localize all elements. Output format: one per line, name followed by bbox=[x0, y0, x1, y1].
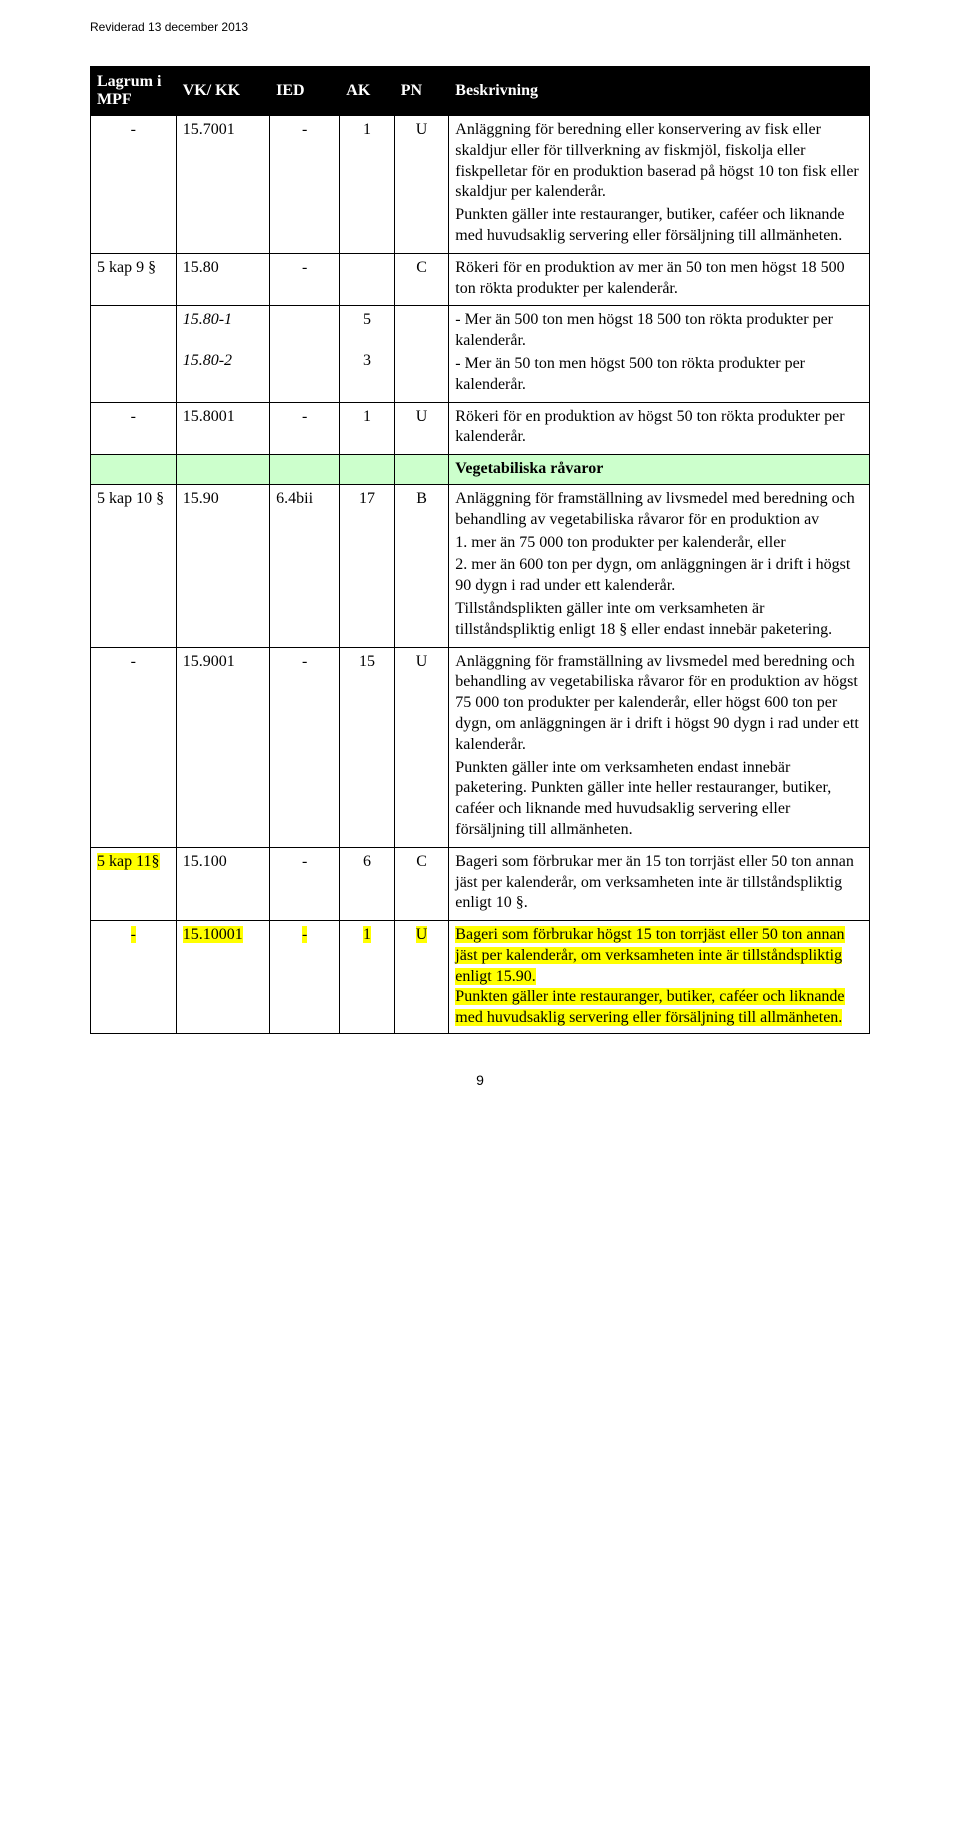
cell-pn: B bbox=[394, 484, 449, 647]
cell-ied: - bbox=[270, 647, 340, 847]
cell-lagrum: - bbox=[91, 116, 177, 254]
highlighted-text: Punkten gäller inte restauranger, butike… bbox=[455, 988, 844, 1026]
cell-pn bbox=[394, 306, 449, 402]
cell-ak: 1 bbox=[340, 116, 395, 254]
cell-besk: Rökeri för en produktion av mer än 50 to… bbox=[449, 253, 870, 306]
besk-text: - Mer än 500 ton men högst 18 500 ton rö… bbox=[455, 310, 863, 352]
page-number: 9 bbox=[90, 1072, 870, 1088]
cell-ak: 6 bbox=[340, 847, 395, 920]
cell-vkkk: 15.10001 bbox=[176, 921, 269, 1034]
cell-pn bbox=[394, 455, 449, 485]
cell-ied: - bbox=[270, 116, 340, 254]
cell-ied: - bbox=[270, 402, 340, 455]
besk-text: 2. mer än 600 ton per dygn, om anläggnin… bbox=[455, 555, 863, 597]
cell-pn: C bbox=[394, 847, 449, 920]
cell-lagrum: 5 kap 9 § bbox=[91, 253, 177, 306]
besk-text: Rökeri för en produktion av högst 50 ton… bbox=[455, 407, 863, 449]
cell-ied: - bbox=[270, 921, 340, 1034]
cell-lagrum: - bbox=[91, 402, 177, 455]
cell-ak: 1 bbox=[340, 402, 395, 455]
th-ied: IED bbox=[270, 67, 340, 116]
cell-besk: Bageri som förbrukar mer än 15 ton torrj… bbox=[449, 847, 870, 920]
besk-text: Anläggning för beredning eller konserver… bbox=[455, 120, 863, 203]
cell-ak: 1 bbox=[340, 921, 395, 1034]
cell-ak: 15 bbox=[340, 647, 395, 847]
besk-text: Tillståndsplikten gäller inte om verksam… bbox=[455, 599, 863, 641]
vkkk-sub: 15.80-1 bbox=[183, 310, 263, 331]
besk-text: Punkten gäller inte restauranger, butike… bbox=[455, 205, 863, 247]
table-row: - 15.8001 - 1 U Rökeri för en produktion… bbox=[91, 402, 870, 455]
cell-pn: U bbox=[394, 921, 449, 1034]
table-row: - 15.10001 - 1 U Bageri som förbrukar hö… bbox=[91, 921, 870, 1034]
th-besk: Beskrivning bbox=[449, 67, 870, 116]
cell-besk: - Mer än 500 ton men högst 18 500 ton rö… bbox=[449, 306, 870, 402]
cell-ied: 6.4bii bbox=[270, 484, 340, 647]
revision-header: Reviderad 13 december 2013 bbox=[90, 20, 870, 34]
cell-besk: Vegetabiliska råvaror bbox=[449, 455, 870, 485]
th-ak: AK bbox=[340, 67, 395, 116]
cell-besk: Anläggning för beredning eller konserver… bbox=[449, 116, 870, 254]
cell-besk: Bageri som förbrukar högst 15 ton torrjä… bbox=[449, 921, 870, 1034]
besk-text: Bageri som förbrukar mer än 15 ton torrj… bbox=[455, 852, 863, 914]
cell-ied: - bbox=[270, 847, 340, 920]
vkkk-sub: 15.80-2 bbox=[183, 351, 263, 372]
cell-pn: C bbox=[394, 253, 449, 306]
besk-text: Punkten gäller inte om verksamheten enda… bbox=[455, 758, 863, 841]
cell-lagrum: - bbox=[91, 647, 177, 847]
cell-vkkk: 15.8001 bbox=[176, 402, 269, 455]
page: Reviderad 13 december 2013 Lagrum i MPF … bbox=[0, 0, 960, 1128]
besk-text: 1. mer än 75 000 ton produkter per kalen… bbox=[455, 533, 863, 554]
main-table: Lagrum i MPF VK/ KK IED AK PN Beskrivnin… bbox=[90, 66, 870, 1034]
table-row: - 15.7001 - 1 U Anläggning för beredning… bbox=[91, 116, 870, 254]
th-lagrum: Lagrum i MPF bbox=[91, 67, 177, 116]
cell-ak bbox=[340, 253, 395, 306]
cell-ak: 17 bbox=[340, 484, 395, 647]
table-header: Lagrum i MPF VK/ KK IED AK PN Beskrivnin… bbox=[91, 67, 870, 116]
highlighted-text: - bbox=[302, 926, 307, 943]
cell-besk: Rökeri för en produktion av högst 50 ton… bbox=[449, 402, 870, 455]
table-row: 15.80-1 15.80-2 5 3 - Mer än 500 ton men… bbox=[91, 306, 870, 402]
cell-pn: U bbox=[394, 116, 449, 254]
highlighted-text: U bbox=[416, 926, 428, 943]
ak-sub: 3 bbox=[346, 351, 388, 372]
th-pn: PN bbox=[394, 67, 449, 116]
cell-vkkk: 15.80 bbox=[176, 253, 269, 306]
cell-vkkk bbox=[176, 455, 269, 485]
cell-pn: U bbox=[394, 402, 449, 455]
table-subheading-row: Vegetabiliska råvaror bbox=[91, 455, 870, 485]
highlighted-text: 5 kap 11§ bbox=[97, 853, 160, 870]
besk-text: Anläggning för framställning av livsmede… bbox=[455, 489, 863, 531]
besk-text: Rökeri för en produktion av mer än 50 to… bbox=[455, 258, 863, 300]
table-row: - 15.9001 - 15 U Anläggning för framstäl… bbox=[91, 647, 870, 847]
cell-ak bbox=[340, 455, 395, 485]
highlighted-text: Bageri som förbrukar högst 15 ton torrjä… bbox=[455, 926, 844, 985]
table-row: 5 kap 10 § 15.90 6.4bii 17 B Anläggning … bbox=[91, 484, 870, 647]
ak-sub: 5 bbox=[346, 310, 388, 331]
cell-vkkk: 15.9001 bbox=[176, 647, 269, 847]
cell-ied: - bbox=[270, 253, 340, 306]
cell-lagrum bbox=[91, 455, 177, 485]
table-row: 5 kap 11§ 15.100 - 6 C Bageri som förbru… bbox=[91, 847, 870, 920]
th-vkkk: VK/ KK bbox=[176, 67, 269, 116]
cell-lagrum: 5 kap 10 § bbox=[91, 484, 177, 647]
highlighted-text: - bbox=[131, 926, 136, 943]
cell-vkkk: 15.100 bbox=[176, 847, 269, 920]
cell-vkkk: 15.80-1 15.80-2 bbox=[176, 306, 269, 402]
cell-lagrum bbox=[91, 306, 177, 402]
cell-besk: Anläggning för framställning av livsmede… bbox=[449, 647, 870, 847]
cell-pn: U bbox=[394, 647, 449, 847]
besk-text: - Mer än 50 ton men högst 500 ton rökta … bbox=[455, 354, 863, 396]
cell-vkkk: 15.90 bbox=[176, 484, 269, 647]
besk-text: Anläggning för framställning av livsmede… bbox=[455, 652, 863, 756]
highlighted-text: 1 bbox=[363, 926, 371, 943]
cell-ied bbox=[270, 455, 340, 485]
cell-lagrum: - bbox=[91, 921, 177, 1034]
cell-ak: 5 3 bbox=[340, 306, 395, 402]
cell-vkkk: 15.7001 bbox=[176, 116, 269, 254]
cell-besk: Anläggning för framställning av livsmede… bbox=[449, 484, 870, 647]
table-row: 5 kap 9 § 15.80 - C Rökeri för en produk… bbox=[91, 253, 870, 306]
highlighted-text: 15.10001 bbox=[183, 926, 243, 943]
cell-lagrum: 5 kap 11§ bbox=[91, 847, 177, 920]
cell-ied bbox=[270, 306, 340, 402]
